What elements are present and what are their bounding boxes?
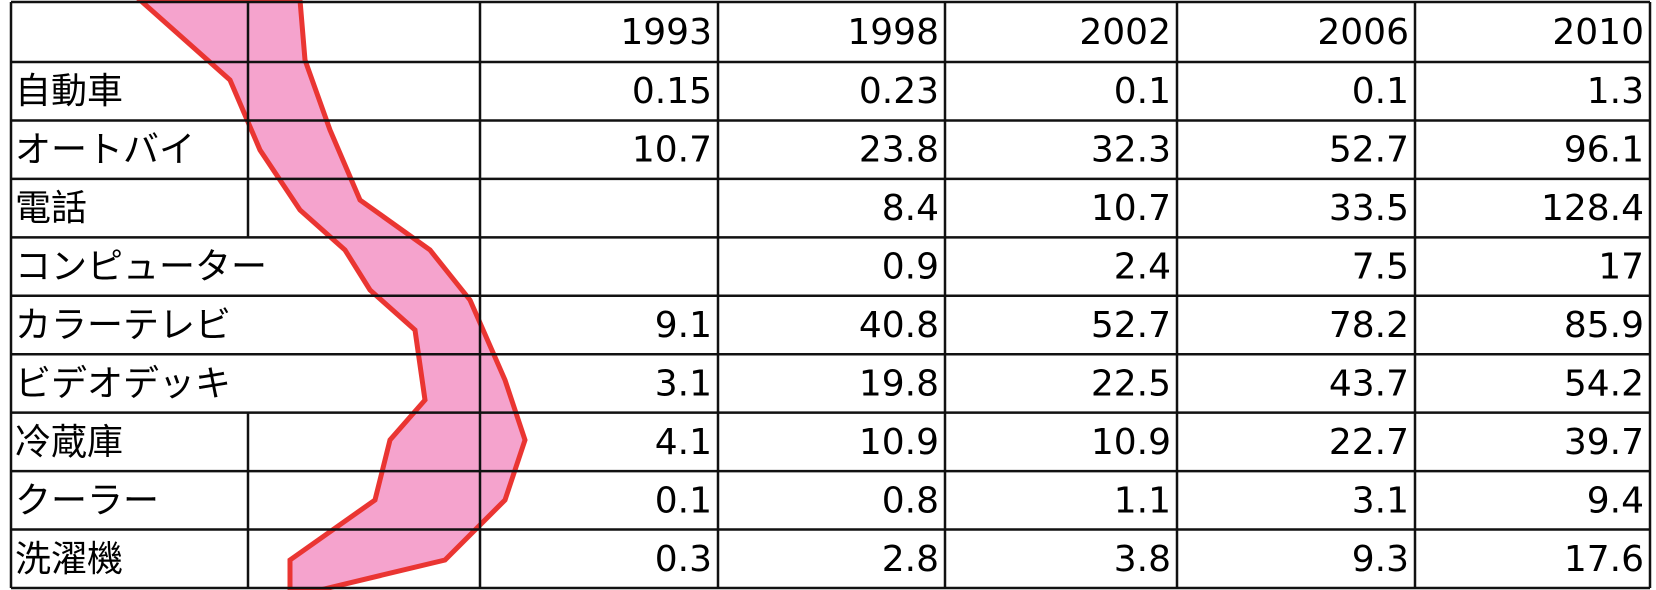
cell: 0.9 <box>882 247 939 288</box>
cell: 96.1 <box>1564 130 1644 171</box>
cell: 9.3 <box>1352 539 1409 580</box>
cell: 10.9 <box>859 422 939 463</box>
row-label: ビデオデッキ <box>15 363 231 404</box>
cell: 2.4 <box>1114 247 1171 288</box>
row-label: 電話 <box>15 188 87 229</box>
cell: 0.1 <box>1352 71 1409 112</box>
header-cell: 2010 <box>1552 12 1644 53</box>
cell: 9.1 <box>655 305 712 346</box>
cell: 33.5 <box>1329 188 1409 229</box>
cell: 40.8 <box>859 305 939 346</box>
header-cell: 2006 <box>1317 12 1409 53</box>
cell: 10.7 <box>632 130 712 171</box>
header-cell: 2002 <box>1079 12 1171 53</box>
cell: 52.7 <box>1329 130 1409 171</box>
cell: 0.1 <box>1114 71 1171 112</box>
cell: 23.8 <box>859 130 939 171</box>
row-label: 洗濯機 <box>15 539 123 580</box>
cell: 22.5 <box>1091 363 1171 404</box>
cell: 2.8 <box>882 539 939 580</box>
cell: 3.8 <box>1114 539 1171 580</box>
cell: 4.1 <box>655 422 712 463</box>
cell: 43.7 <box>1329 363 1409 404</box>
cell: 1.1 <box>1114 480 1171 521</box>
cell: 7.5 <box>1352 247 1409 288</box>
cell: 52.7 <box>1091 305 1171 346</box>
cell: 0.15 <box>632 71 712 112</box>
cell: 22.7 <box>1329 422 1409 463</box>
row-label: オートバイ <box>15 130 195 171</box>
cell: 0.3 <box>655 539 712 580</box>
header-cell: 1998 <box>847 12 939 53</box>
row-label: コンピューター <box>15 247 267 288</box>
cell: 1.3 <box>1587 71 1644 112</box>
cell: 0.1 <box>655 480 712 521</box>
cell: 85.9 <box>1564 305 1644 346</box>
cell: 17.6 <box>1564 539 1644 580</box>
cell: 9.4 <box>1587 480 1644 521</box>
cell: 128.4 <box>1541 188 1644 229</box>
map-shape <box>136 0 528 590</box>
cell: 3.1 <box>1352 480 1409 521</box>
cell: 17 <box>1598 247 1644 288</box>
cell: 54.2 <box>1564 363 1644 404</box>
cell: 8.4 <box>882 188 939 229</box>
row-label: カラーテレビ <box>15 305 231 346</box>
cell: 3.1 <box>655 363 712 404</box>
row-label: 冷蔵庫 <box>15 422 123 463</box>
cell: 10.7 <box>1091 188 1171 229</box>
header-cell: 1993 <box>620 12 712 53</box>
cell: 32.3 <box>1091 130 1171 171</box>
cell: 10.9 <box>1091 422 1171 463</box>
cell: 39.7 <box>1564 422 1644 463</box>
cell: 0.8 <box>882 480 939 521</box>
row-label: 自動車 <box>15 71 123 112</box>
cell: 19.8 <box>859 363 939 404</box>
cell: 0.23 <box>859 71 939 112</box>
cell: 78.2 <box>1329 305 1409 346</box>
row-label: クーラー <box>15 480 159 521</box>
